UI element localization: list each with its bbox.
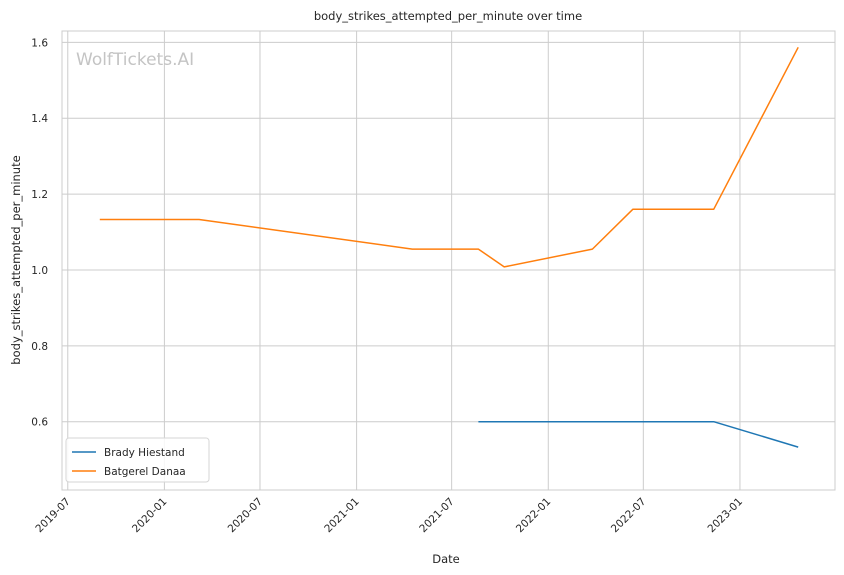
- series-lines: [99, 46, 799, 448]
- x-tick-label: 2021-07: [417, 496, 457, 536]
- y-tick-label: 1.4: [31, 113, 48, 125]
- legend: Brady Hiestand Batgerel Danaa: [65, 437, 210, 483]
- x-tick-label: 2020-01: [130, 496, 170, 536]
- series-line-batgerel-danaa: [99, 46, 799, 268]
- series-line-brady-hiestand: [478, 420, 799, 448]
- x-tick-label: 2022-01: [514, 496, 554, 536]
- legend-box: [65, 437, 210, 483]
- gridlines: [62, 31, 835, 490]
- y-tick-label: 0.6: [31, 417, 48, 429]
- x-tick-label: 2022-07: [609, 496, 649, 536]
- x-tick-label: 2020-07: [226, 496, 266, 536]
- legend-label-brady-hiestand: Brady Hiestand: [104, 447, 185, 459]
- plot-frame: [61, 30, 836, 491]
- watermark: WolfTickets.AI: [76, 50, 194, 70]
- y-tick-label: 1.2: [31, 189, 48, 201]
- y-tick-label: 1.0: [31, 265, 48, 277]
- legend-label-batgerel-danaa: Batgerel Danaa: [104, 466, 186, 478]
- x-tick-label: 2021-01: [322, 496, 362, 536]
- x-axis-label: Date: [432, 552, 460, 566]
- plot-background: [62, 31, 835, 490]
- y-axis-label: body_strikes_attempted_per_minute: [9, 155, 23, 364]
- y-tick-label: 1.6: [31, 37, 48, 49]
- y-tick-label: 0.8: [31, 341, 48, 353]
- x-tick-label: 2023-01: [706, 496, 746, 536]
- chart-title: body_strikes_attempted_per_minute over t…: [314, 9, 582, 23]
- x-tick-label: 2019-07: [33, 496, 73, 536]
